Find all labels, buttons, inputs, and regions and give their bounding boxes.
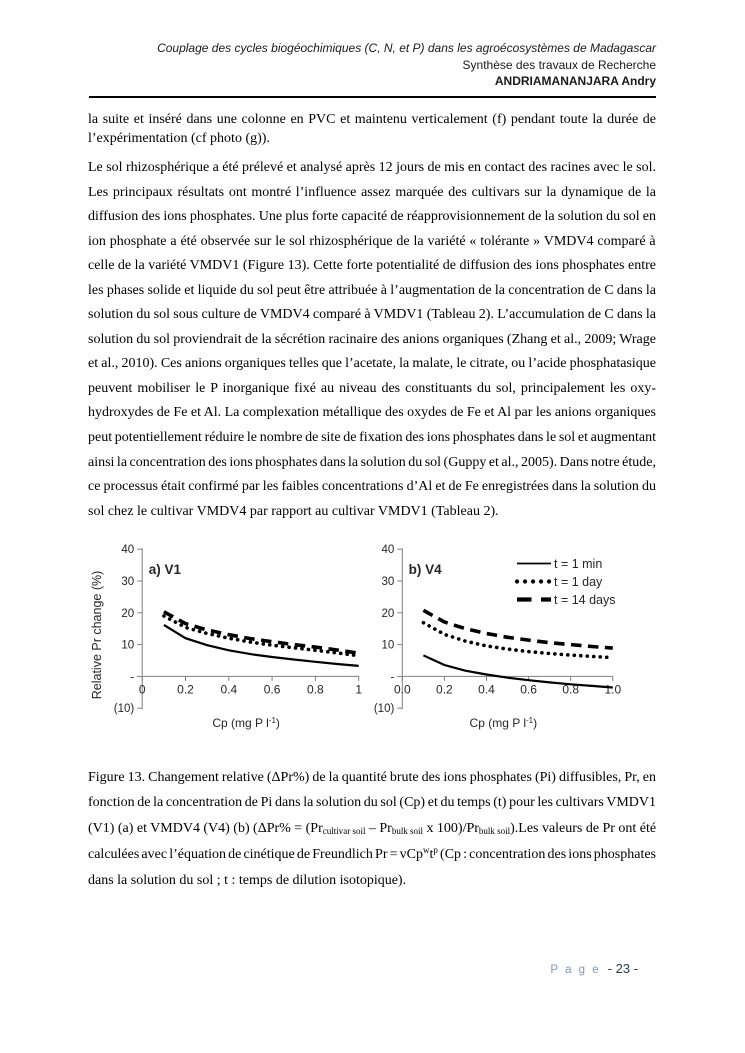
charts-svg: 40 30 20 10 - (10) 0 0.2 0.4 0.6 0.8 1 a) V1 Cp (mg P…	[90, 544, 622, 730]
figure-13-caption: Figure 13. Changement relative (ΔPr%) de…	[88, 765, 656, 893]
text-line: dans la solution du sol ; t : temps de d…	[88, 873, 407, 889]
text-line: peuvent mobiliser le P inorganique fixé …	[88, 380, 657, 396]
text-line: Figure 13. Changement relative (ΔPr%) de…	[88, 770, 656, 785]
text-line: hydroxydes de Fe et Al. La complexation …	[88, 405, 656, 421]
text-line: diffusion des ions phosphates. Une plus …	[88, 209, 656, 225]
series-dashed	[163, 610, 359, 655]
x-tick-label: 1	[355, 682, 362, 696]
paragraph-1: la suite et inséré dans une colonne en P…	[88, 110, 656, 149]
chart-title: b) V4	[409, 562, 442, 577]
text-line: peut potentiellement réduire le nombre d…	[88, 430, 656, 446]
series-dotted	[421, 620, 615, 660]
y-tick-label: 20	[121, 608, 134, 620]
figure-13-charts: 40 30 20 10 - (10) 0 0.2 0.4 0.6 0.8 1 a) V1 Cp (mg P…	[85, 540, 670, 740]
y-tick-label: (10)	[114, 703, 135, 715]
text-line: solution du sol sous culture de VMDV4 co…	[88, 307, 656, 323]
superscript: p	[433, 845, 438, 856]
text-line: Le sol rhizosphérique a été prélevé et a…	[88, 160, 657, 175]
text-line: solution du sol proviendrait de la sécré…	[88, 331, 656, 347]
chart-b: 40 30 20 10 - (10) 0.0 0.2 0.4 0.6 0.8 1.0 b) V4 Cp (…	[374, 544, 622, 730]
text-line: l’expérimentation (cf photo (g)).	[88, 131, 270, 147]
legend-label: t = 1 min	[554, 557, 602, 571]
y-tick-label: -	[390, 671, 394, 683]
x-tick-label: 0.8	[307, 682, 324, 696]
text-line: ainsi la concentration des ions phosphat…	[88, 454, 656, 470]
x-tick-label: 0.2	[436, 682, 453, 696]
paragraph-2: Le sol rhizosphérique a été prélevé et a…	[88, 156, 656, 524]
text-line: sol chez le cultivar VMDV4 par rapport a…	[88, 503, 499, 519]
y-tick-label: 10	[121, 640, 134, 652]
y-tick-label: 20	[382, 608, 395, 620]
text-line: la suite et inséré dans une colonne en P…	[88, 112, 656, 127]
footer-page-number: - 23 -	[607, 961, 638, 976]
header-rule	[89, 96, 656, 99]
y-tick-label: 40	[382, 544, 395, 556]
text-line: celle de la variété VMDV1 (Figure 13). C…	[88, 258, 656, 274]
x-tick-label: 0.2	[177, 682, 194, 696]
x-tick-label: 0.6	[264, 682, 281, 696]
y-tick-label: 30	[382, 576, 395, 588]
subscript: bulk soil	[391, 826, 424, 837]
text-line: ce processus était confirmé par les faib…	[88, 479, 656, 495]
legend-label: t = 14 days	[554, 593, 616, 607]
y-tick-label: 30	[121, 576, 134, 588]
legend: t = 1 min t = 1 day t = 14 days	[514, 557, 616, 607]
x-tick-label: 0.6	[520, 682, 537, 696]
subscript: cultivar soil	[322, 826, 366, 837]
series-dotted	[162, 614, 361, 658]
x-tick-label: 1.0	[604, 682, 621, 696]
x-tick-label: 0	[139, 682, 146, 696]
x-tick-label: 0.0	[394, 682, 411, 696]
series-solid	[422, 654, 613, 689]
x-tick-label: 0.4	[478, 682, 495, 696]
chart-a: 40 30 20 10 - (10) 0 0.2 0.4 0.6 0.8 1 a) V1 Cp (mg P…	[90, 544, 362, 730]
header-subtitle: Synthèse des travaux de Recherche	[462, 57, 656, 72]
header-title: Couplage des cycles biogéochimiques (C, …	[157, 41, 656, 55]
series-solid	[163, 623, 359, 667]
page-footer: P a g e - 23 -	[550, 961, 638, 976]
subscript: bulk soil	[478, 826, 511, 837]
y-axis-label: Relative Pr change (%)	[90, 571, 104, 700]
y-tick-label: -	[130, 671, 134, 683]
text-line: les phases solide et liquide du sol peut…	[88, 282, 656, 298]
superscript: w	[423, 845, 430, 856]
x-tick-label: 0.4	[220, 682, 237, 696]
y-tick-label: 10	[382, 640, 395, 652]
x-axis-label: Cp (mg P l-1)	[212, 716, 280, 730]
page-header: Couplage des cycles biogéochimiques (C, …	[89, 40, 656, 90]
text-line: (V1) (a) et VMDV4 (V4) (b) (ΔPr% = (Prcu…	[88, 820, 657, 837]
y-tick-label: (10)	[374, 703, 395, 715]
text-line: ion phosphate a été observée sur le sol …	[88, 233, 656, 249]
series-dashed	[422, 608, 613, 650]
y-tick-label: 40	[121, 544, 134, 556]
legend-label: t = 1 day	[554, 575, 603, 589]
text-line: Les principaux résultats ont montré l’in…	[88, 184, 656, 200]
text-line: et al., 2010). Ces anions organiques tel…	[88, 356, 656, 372]
x-tick-label: 0.8	[562, 682, 579, 696]
header-author: ANDRIAMANANJARA Andry	[494, 74, 656, 89]
footer-page-word: P a g e	[550, 964, 601, 976]
chart-title: a) V1	[149, 562, 182, 577]
x-axis-label: Cp (mg P l-1)	[470, 716, 538, 730]
text-line: calculées avec l’équation de cinétique d…	[88, 845, 656, 862]
text-line: fonction de la concentration de Pi dans …	[88, 795, 656, 811]
